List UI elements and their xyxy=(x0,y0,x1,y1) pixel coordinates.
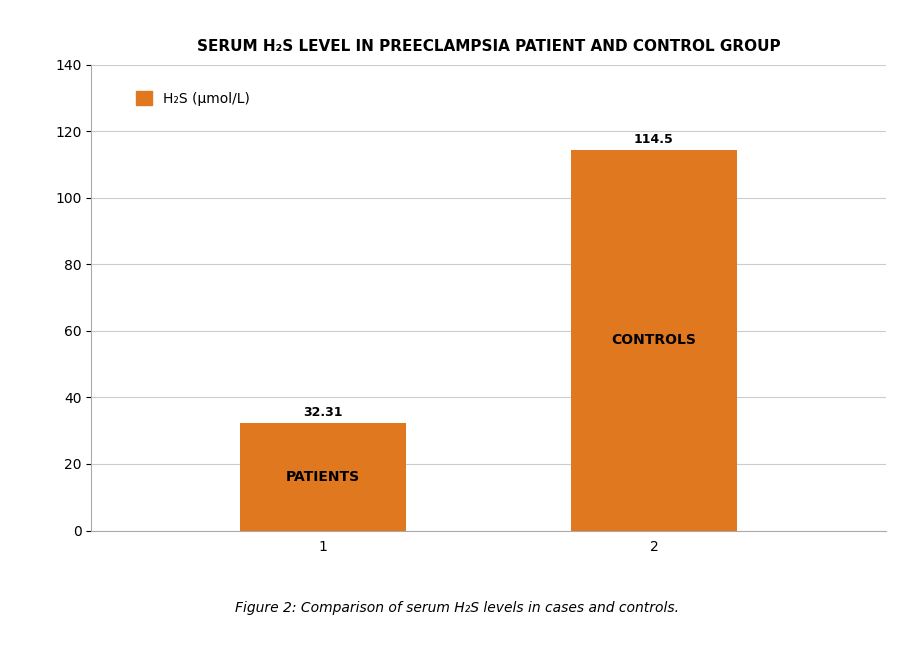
Text: 32.31: 32.31 xyxy=(303,406,342,419)
Text: PATIENTS: PATIENTS xyxy=(286,470,360,484)
Bar xyxy=(572,149,737,531)
Title: SERUM H₂S LEVEL IN PREECLAMPSIA PATIENT AND CONTROL GROUP: SERUM H₂S LEVEL IN PREECLAMPSIA PATIENT … xyxy=(196,39,781,54)
Legend: H₂S (μmol/L): H₂S (μmol/L) xyxy=(130,85,256,111)
Text: Figure 2: Comparison of serum H₂S levels in cases and controls.: Figure 2: Comparison of serum H₂S levels… xyxy=(235,601,678,615)
Text: CONTROLS: CONTROLS xyxy=(612,333,697,347)
Bar xyxy=(240,423,405,531)
Text: 114.5: 114.5 xyxy=(634,133,674,146)
